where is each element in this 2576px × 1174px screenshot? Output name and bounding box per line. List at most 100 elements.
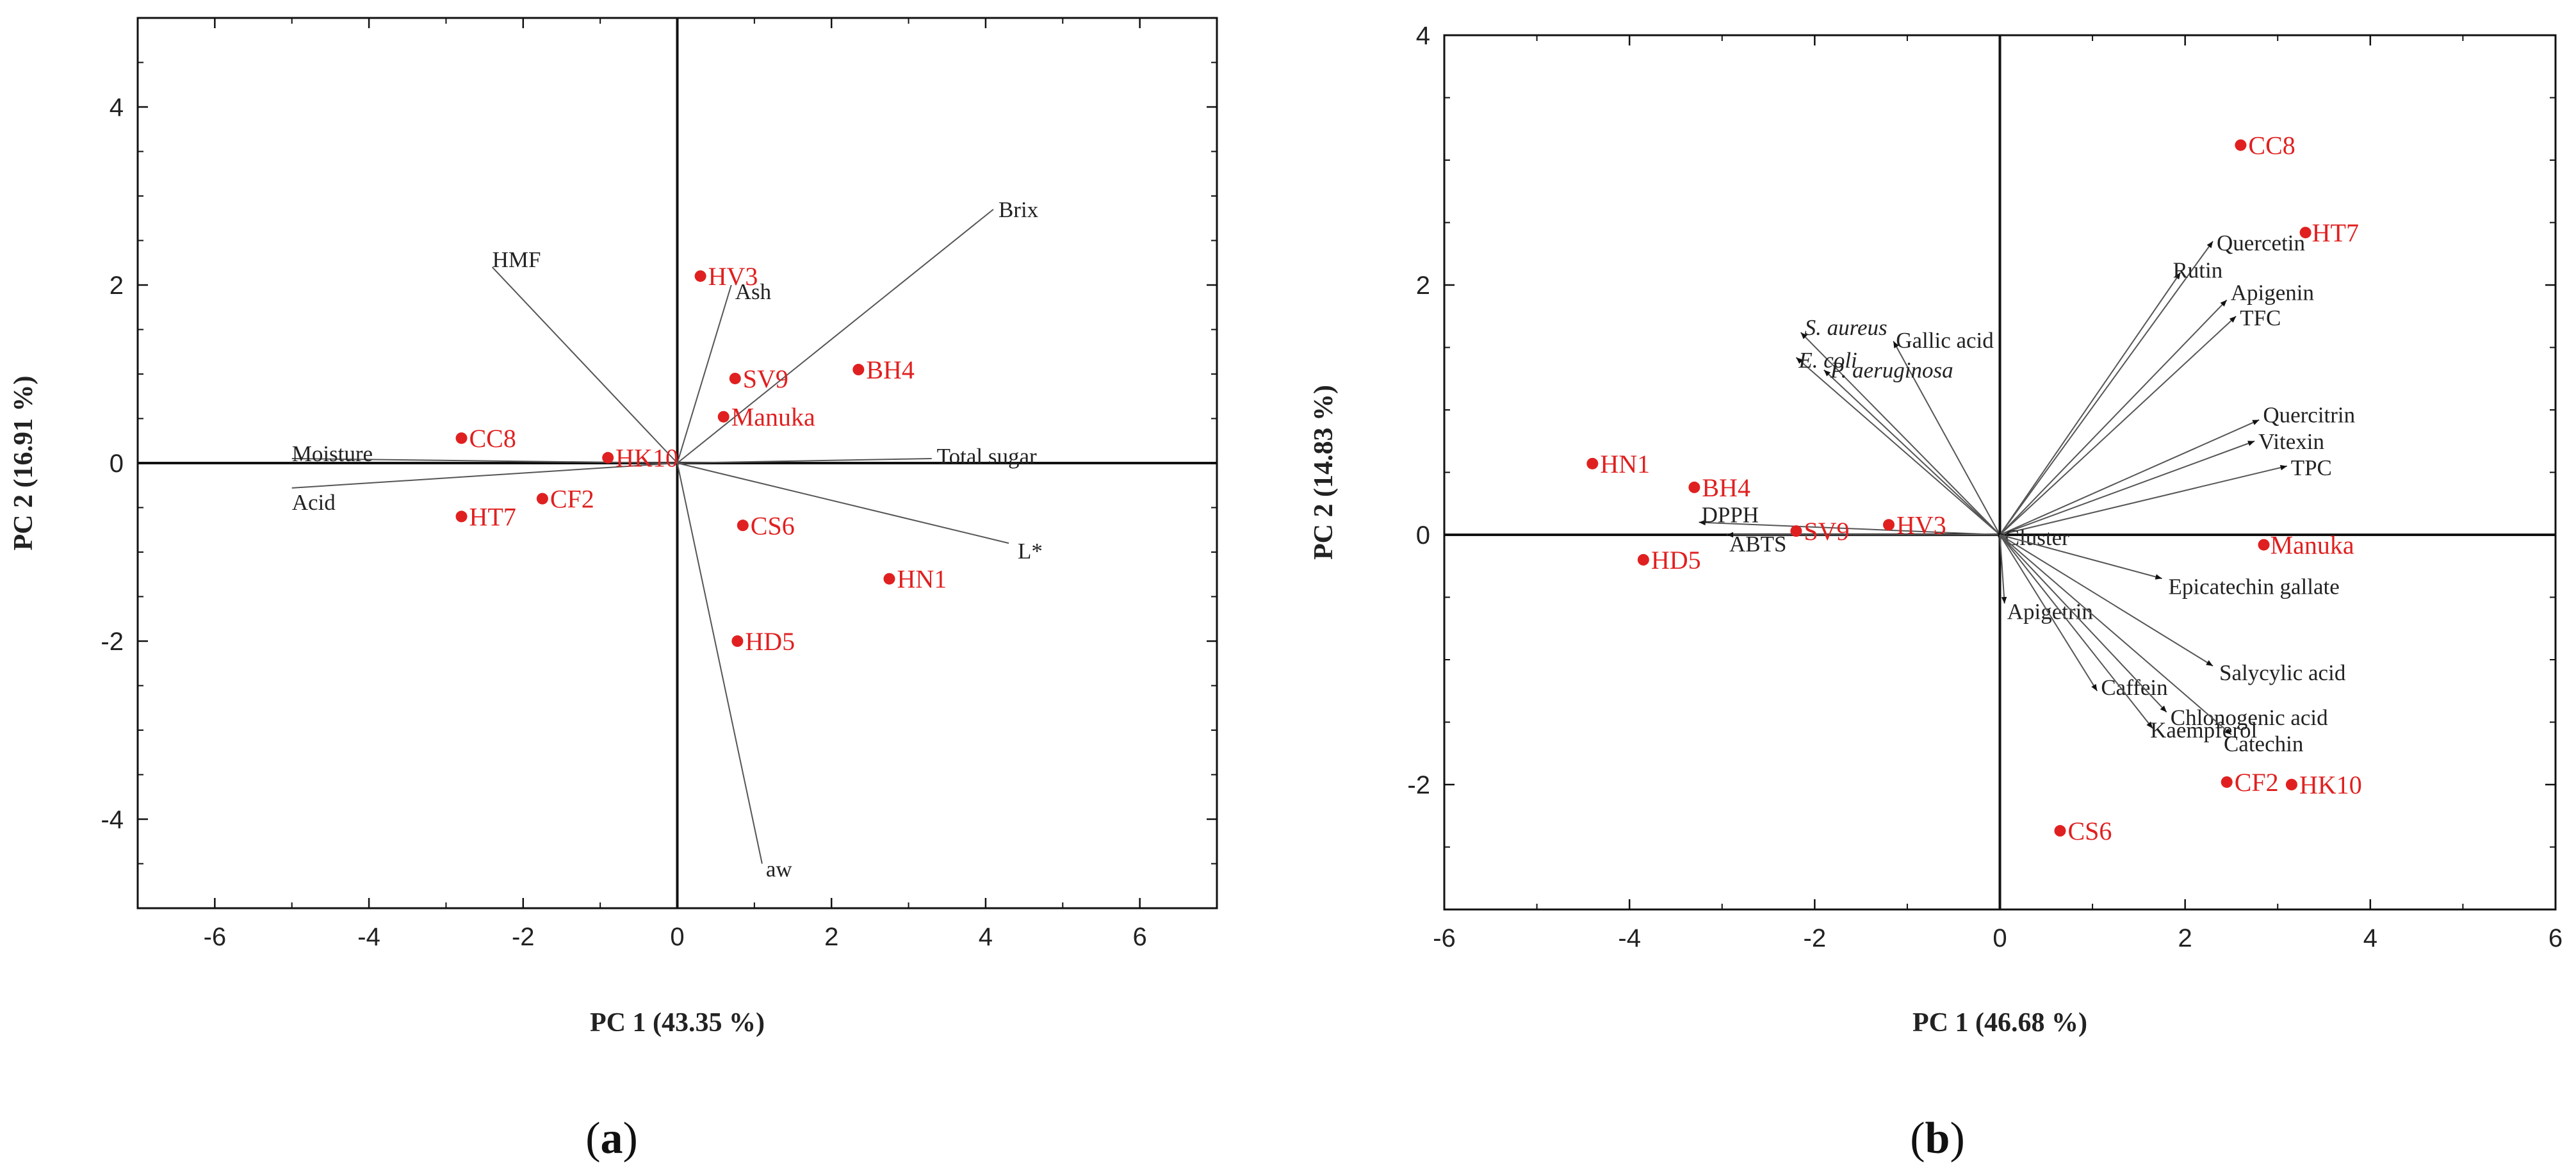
loading-vector-gallic-acid xyxy=(1893,341,2001,535)
sample-label-cc8: CC8 xyxy=(469,424,516,453)
loading-arrowhead-apigenin xyxy=(2220,300,2227,307)
sample-point-cs6 xyxy=(2054,825,2066,837)
sample-label-hn1: HN1 xyxy=(1600,450,1650,478)
sample-label-sv9: SV9 xyxy=(1804,517,1849,546)
loading-vector-p-aeruginosa xyxy=(1823,369,2001,535)
y-tick-label-a: 4 xyxy=(110,94,124,122)
loading-label-gallic-acid: Gallic acid xyxy=(1896,328,1994,353)
sample-point-manuka xyxy=(2258,539,2270,551)
panel-label-a: (a) xyxy=(585,1114,638,1163)
sample-label-cc8: CC8 xyxy=(2248,131,2295,160)
sample-point-hv3 xyxy=(694,270,706,282)
sample-point-hk10 xyxy=(2285,779,2297,790)
loading-label-quercetin: Quercetin xyxy=(2217,231,2305,256)
sample-point-sv9 xyxy=(1790,525,1802,537)
loading-label-catechin: Catechin xyxy=(2224,731,2303,756)
loading-vector-hmf xyxy=(491,266,678,464)
loading-label-tfc: TFC xyxy=(2240,306,2281,330)
sample-point-cc8 xyxy=(2235,139,2247,151)
x-axis-label-a: PC 1 (43.35 %) xyxy=(590,1008,765,1038)
biplot-panel-a: -6 -4 -2 0 2 4 6 -4 -2 0 2 4 PC 1 (43.35 %) PC 2 (16.… xyxy=(9,17,1218,1038)
loading-vector-epicatechin-gallate xyxy=(2000,534,2162,580)
sample-point-hv3 xyxy=(1883,519,1895,531)
biplot-panel-b: -6 -4 -2 0 2 4 6 -2 0 2 4 PC 1 (46.68 %) PC 2 (14.83… xyxy=(1309,22,2563,1038)
sample-label-cf2: CF2 xyxy=(550,485,594,514)
loading-vector-s-aureus xyxy=(1800,332,2001,535)
x-tick-label-a: -2 xyxy=(512,923,535,951)
loading-vector-e-coli xyxy=(1795,357,2001,535)
x-tick-label-a: -4 xyxy=(357,923,380,951)
sample-label-ht7: HT7 xyxy=(2312,218,2359,247)
loading-label-vitexin: Vitexin xyxy=(2258,429,2324,454)
loading-arrowhead-gallic-acid xyxy=(1893,341,1899,348)
loading-vector-acid xyxy=(291,462,678,489)
sample-point-cf2 xyxy=(536,493,548,505)
loading-arrowhead-abts xyxy=(1726,532,1734,538)
loading-vector-vitexin xyxy=(2000,440,2255,535)
x-tick-label-a: -6 xyxy=(204,923,227,951)
loading-label-acid: Acid xyxy=(292,490,336,515)
loading-label-rutin: Rutin xyxy=(2172,258,2222,283)
y-tick-label-a: 0 xyxy=(110,450,124,478)
sample-label-hk10: HK10 xyxy=(2299,770,2362,799)
loading-vector-dpph xyxy=(1699,521,2000,535)
sample-point-cs6 xyxy=(737,519,749,532)
loading-label-caffein: Caffein xyxy=(2101,675,2167,700)
loading-vector-quercetin xyxy=(1999,241,2213,535)
x-tick-label-b: -6 xyxy=(1433,924,1456,952)
y-tick-label-a: -4 xyxy=(101,806,124,834)
sample-label-hk10: HK10 xyxy=(615,444,678,473)
sample-label-hn1: HN1 xyxy=(897,565,947,594)
sample-label-sv9: SV9 xyxy=(743,364,788,393)
loading-label-ash: Ash xyxy=(735,279,772,304)
loading-label-p-aeruginosa: P. aeruginosa xyxy=(1830,358,1953,383)
loading-arrowhead-tfc xyxy=(2229,316,2237,323)
loading-vector-caffein xyxy=(1999,534,2098,692)
loading-label-aw: aw xyxy=(766,857,793,882)
loading-vector-catechin xyxy=(1999,534,2232,735)
loading-arrowhead-vitexin xyxy=(2247,441,2255,446)
loading-arrowhead-p-aeruginosa xyxy=(1823,370,1831,377)
loading-arrowhead-kaempferol xyxy=(2146,721,2153,729)
x-tick-label-a: 4 xyxy=(979,923,993,951)
loading-label-epicatechin-gallate: Epicatechin gallate xyxy=(2169,574,2340,599)
loading-arrowhead-salycylic-acid xyxy=(2206,660,2213,666)
loading-arrowhead-quercetin xyxy=(2206,241,2213,249)
loading-arrowhead-e-coli xyxy=(1796,357,1803,364)
sample-label-hd5: HD5 xyxy=(1651,546,1701,575)
sample-point-hd5 xyxy=(1637,554,1649,566)
loading-vector-quercitrin xyxy=(2000,419,2260,535)
loading-vector-chlonogenic-acid xyxy=(1999,534,2167,713)
sample-point-ht7 xyxy=(455,510,468,523)
loading-vector-ash xyxy=(676,284,732,464)
loading-vector-apigenin xyxy=(1999,299,2228,535)
loading-vector-rutin xyxy=(1999,272,2181,535)
loading-arrowhead-s-aureus xyxy=(1800,332,1807,339)
y-tick-label-b: 2 xyxy=(1416,272,1430,300)
loading-arrowhead-quercitrin xyxy=(2252,420,2260,425)
sample-point-cf2 xyxy=(2221,776,2233,788)
loading-label-l: L* xyxy=(1018,539,1043,564)
sample-point-hn1 xyxy=(1586,457,1599,469)
loading-label-quercitrin: Quercitrin xyxy=(2263,403,2355,428)
sample-label-bh4: BH4 xyxy=(866,355,915,384)
loading-label-brix: Brix xyxy=(999,197,1039,222)
sample-label-manuka: Manuka xyxy=(731,403,815,432)
loading-label-chlonogenic-acid: Chlonogenic acid xyxy=(2171,705,2328,730)
sample-point-ht7 xyxy=(2299,227,2311,239)
loading-arrowhead-epicatechin-gallate xyxy=(2155,574,2162,580)
loading-arrowhead-rutin xyxy=(2174,272,2181,280)
sample-label-manuka: Manuka xyxy=(2270,531,2354,560)
loading-label-kaempferol: Kaempferol xyxy=(2150,717,2257,742)
x-tick-label-a: 0 xyxy=(670,923,684,951)
loading-label-salycylic-acid: Salycylic acid xyxy=(2219,660,2346,685)
x-tick-label-b: 4 xyxy=(2363,924,2377,952)
x-tick-label-b: 6 xyxy=(2548,924,2563,952)
loading-vector-salycylic-acid xyxy=(1999,534,2213,667)
sample-label-hv3: HV3 xyxy=(1896,510,1946,539)
x-tick-label-b: 2 xyxy=(2178,924,2192,952)
y-tick-label-a: -2 xyxy=(101,628,124,656)
loading-vector-moisture xyxy=(291,458,678,464)
loading-arrowhead-catechin xyxy=(2224,728,2231,735)
